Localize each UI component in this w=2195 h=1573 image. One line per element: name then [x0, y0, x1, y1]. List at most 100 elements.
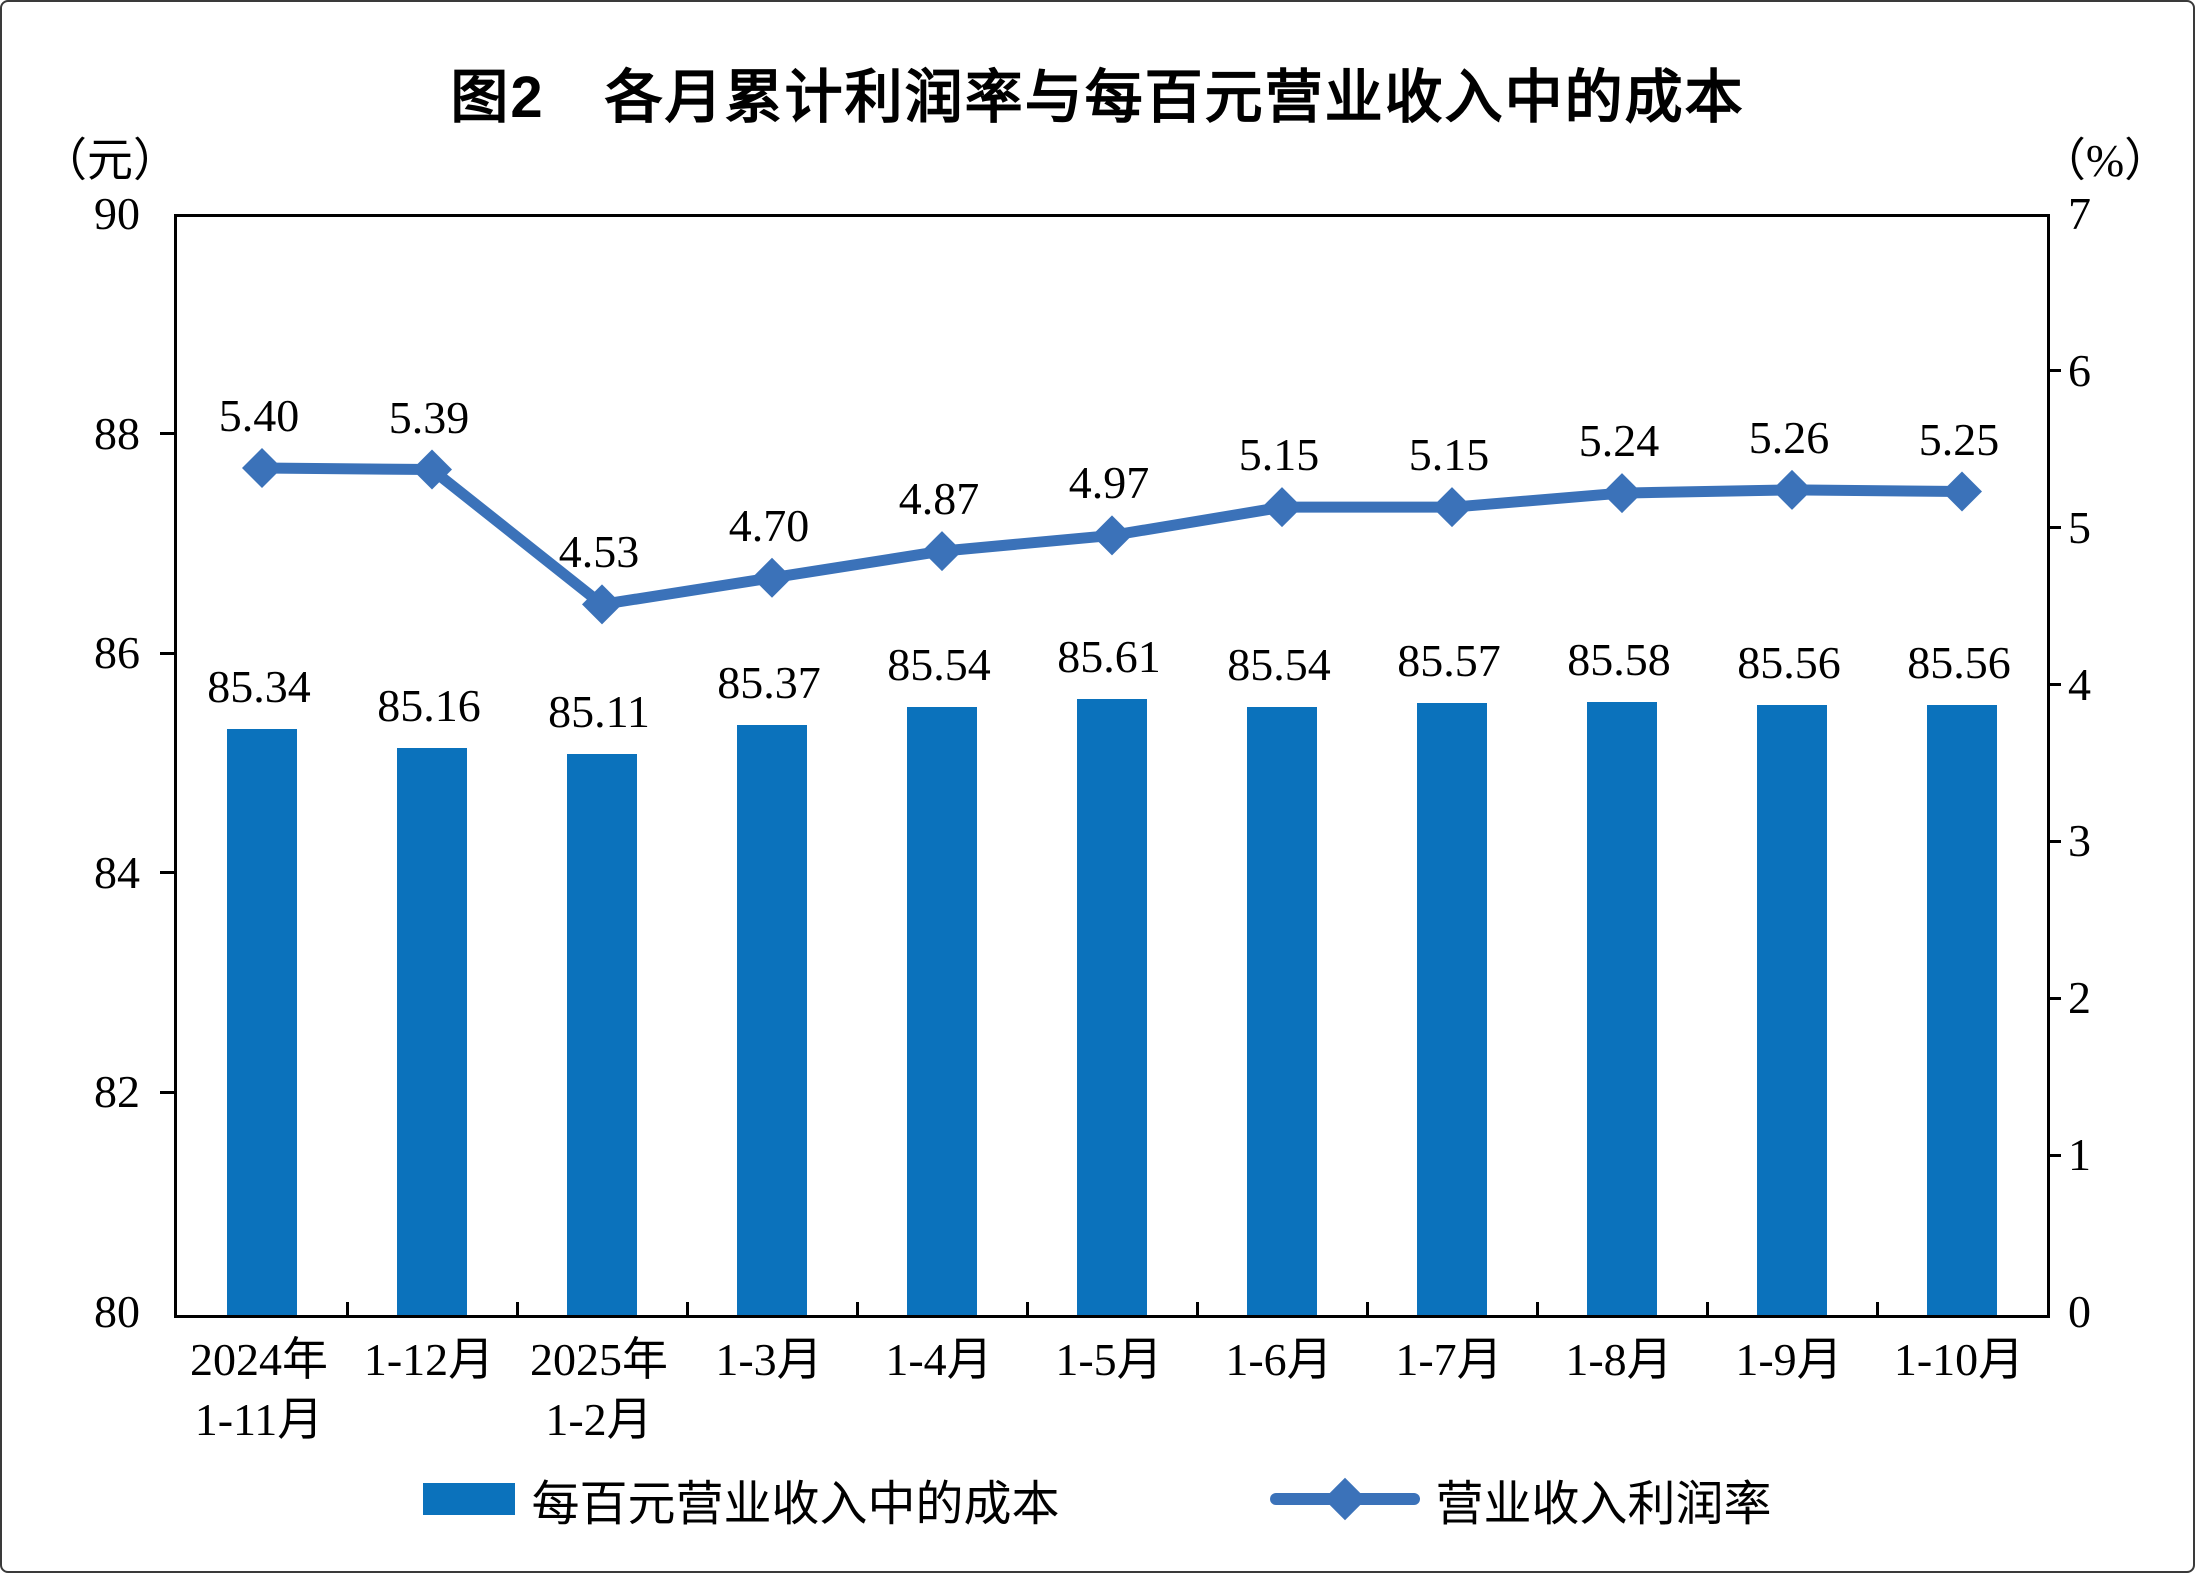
bar-swatch-icon — [423, 1483, 516, 1515]
line-value-label: 4.53 — [558, 526, 640, 578]
bar — [227, 728, 297, 1315]
bar — [1077, 699, 1147, 1315]
x-axis-category-label: 1-6月 — [1225, 1334, 1333, 1385]
left-axis-tick-label: 90 — [94, 188, 140, 239]
x-axis-category-label: 2025年 1-2月 — [530, 1334, 668, 1445]
left-axis-tick — [160, 651, 174, 655]
diamond-marker-icon — [1262, 487, 1302, 528]
line-value-label: 4.70 — [728, 499, 810, 551]
bar — [1927, 704, 1997, 1315]
right-axis-tick — [2047, 526, 2061, 530]
bar — [1587, 702, 1657, 1315]
right-axis-unit-label: （%） — [2039, 135, 2171, 186]
line-value-label: 5.25 — [1918, 413, 2000, 465]
line-diamond-swatch-icon — [1269, 1477, 1420, 1521]
bar-value-label: 85.16 — [377, 680, 481, 732]
profit-rate-line — [242, 447, 1982, 625]
x-axis-category-label: 1-10月 — [1893, 1334, 2025, 1385]
diamond-marker-icon — [242, 447, 282, 488]
legend: 每百元营业收入中的成本 营业收入利润率 — [2, 1464, 2193, 1534]
bar-value-label: 85.56 — [1737, 636, 1841, 688]
diamond-marker-icon — [1942, 471, 1982, 512]
diamond-marker-icon — [1602, 473, 1642, 514]
bar-value-label: 85.11 — [548, 685, 650, 737]
bar-value-label: 85.54 — [1227, 638, 1331, 690]
line-value-label: 5.40 — [218, 389, 300, 441]
legend-label-profit-rate: 营业收入利润率 — [1435, 1478, 1772, 1531]
x-axis-category-label: 2024年 1-11月 — [190, 1334, 328, 1445]
x-axis-category-label: 1-9月 — [1735, 1334, 1843, 1385]
x-axis-tick — [1535, 1302, 1539, 1315]
bar — [1247, 706, 1317, 1315]
bar-value-label: 85.34 — [207, 660, 311, 712]
bar — [1757, 704, 1827, 1315]
right-axis-tick-label: 4 — [2068, 658, 2091, 710]
bar — [1417, 703, 1487, 1315]
left-axis-tick — [160, 1090, 174, 1094]
right-axis-tick-label: 3 — [2068, 815, 2091, 867]
right-axis-tick-label: 0 — [2068, 1286, 2091, 1337]
x-axis-category-label: 1-3月 — [715, 1334, 823, 1385]
line-value-label: 5.39 — [388, 391, 470, 443]
bar-value-label: 85.57 — [1397, 635, 1501, 687]
line-value-label: 5.15 — [1238, 429, 1320, 481]
right-axis-tick-label: 1 — [2068, 1129, 2091, 1181]
bar — [737, 725, 807, 1315]
x-axis-category-label: 1-12月 — [363, 1334, 495, 1385]
right-axis-tick — [2047, 996, 2061, 1000]
line-value-label: 5.15 — [1408, 429, 1490, 481]
bar — [567, 753, 637, 1315]
plot-area — [174, 214, 2050, 1318]
x-axis-tick — [855, 1302, 859, 1315]
right-axis-tick — [2047, 1153, 2061, 1157]
left-axis-tick-label: 88 — [94, 407, 140, 459]
x-axis-tick — [1025, 1302, 1029, 1315]
left-axis-tick-label: 82 — [94, 1066, 140, 1118]
x-axis-tick — [1705, 1302, 1709, 1315]
bar-value-label: 85.61 — [1057, 631, 1161, 683]
x-axis-category-label: 1-4月 — [885, 1334, 993, 1385]
right-axis-tick-label: 5 — [2068, 501, 2091, 553]
right-axis-tick — [2047, 369, 2061, 373]
right-axis-tick-label: 7 — [2068, 188, 2091, 239]
right-axis-tick — [2047, 839, 2061, 843]
left-axis-tick-label: 86 — [94, 627, 140, 679]
diamond-marker-icon — [752, 557, 792, 598]
x-axis-tick — [515, 1302, 519, 1315]
bar-value-label: 85.58 — [1567, 634, 1671, 686]
left-axis-tick — [160, 432, 174, 436]
diamond-marker-icon — [412, 449, 452, 490]
diamond-marker-icon — [1092, 515, 1132, 556]
line-value-label: 5.26 — [1748, 411, 1830, 463]
legend-item-cost: 每百元营业收入中的成本 — [423, 1464, 1060, 1534]
x-axis-tick — [345, 1302, 349, 1315]
x-axis-tick — [1195, 1302, 1199, 1315]
right-axis-tick-label: 2 — [2068, 972, 2091, 1024]
x-axis-tick — [1365, 1302, 1369, 1315]
legend-item-profit-rate: 营业收入利润率 — [1269, 1464, 1772, 1534]
chart-title: 图2 各月累计利润率与每百元营业收入中的成本 — [450, 65, 1745, 130]
x-axis-category-label: 1-7月 — [1395, 1334, 1503, 1385]
diamond-marker-icon — [1772, 469, 1812, 510]
left-axis-unit-label: （元） — [41, 135, 179, 186]
x-axis-tick — [685, 1302, 689, 1315]
line-value-label: 4.87 — [898, 473, 980, 525]
bar — [907, 706, 977, 1315]
right-axis-tick — [2047, 683, 2061, 687]
diamond-marker-icon — [922, 531, 962, 572]
left-axis-tick — [160, 871, 174, 875]
diamond-marker-icon — [1432, 487, 1472, 528]
diamond-marker-icon — [582, 584, 622, 625]
line-value-label: 5.24 — [1578, 415, 1660, 467]
bar — [397, 748, 467, 1315]
left-axis-tick-label: 84 — [94, 846, 140, 898]
bar-value-label: 85.56 — [1907, 636, 2011, 688]
bar-value-label: 85.37 — [717, 657, 821, 709]
left-axis-tick-label: 80 — [94, 1286, 140, 1337]
bar-value-label: 85.54 — [887, 638, 991, 690]
x-axis-tick — [1875, 1302, 1879, 1315]
line-value-label: 4.97 — [1068, 457, 1150, 509]
right-axis-tick-label: 6 — [2068, 344, 2091, 396]
legend-label-cost: 每百元营业收入中的成本 — [531, 1478, 1060, 1531]
x-axis-category-label: 1-8月 — [1565, 1334, 1673, 1385]
